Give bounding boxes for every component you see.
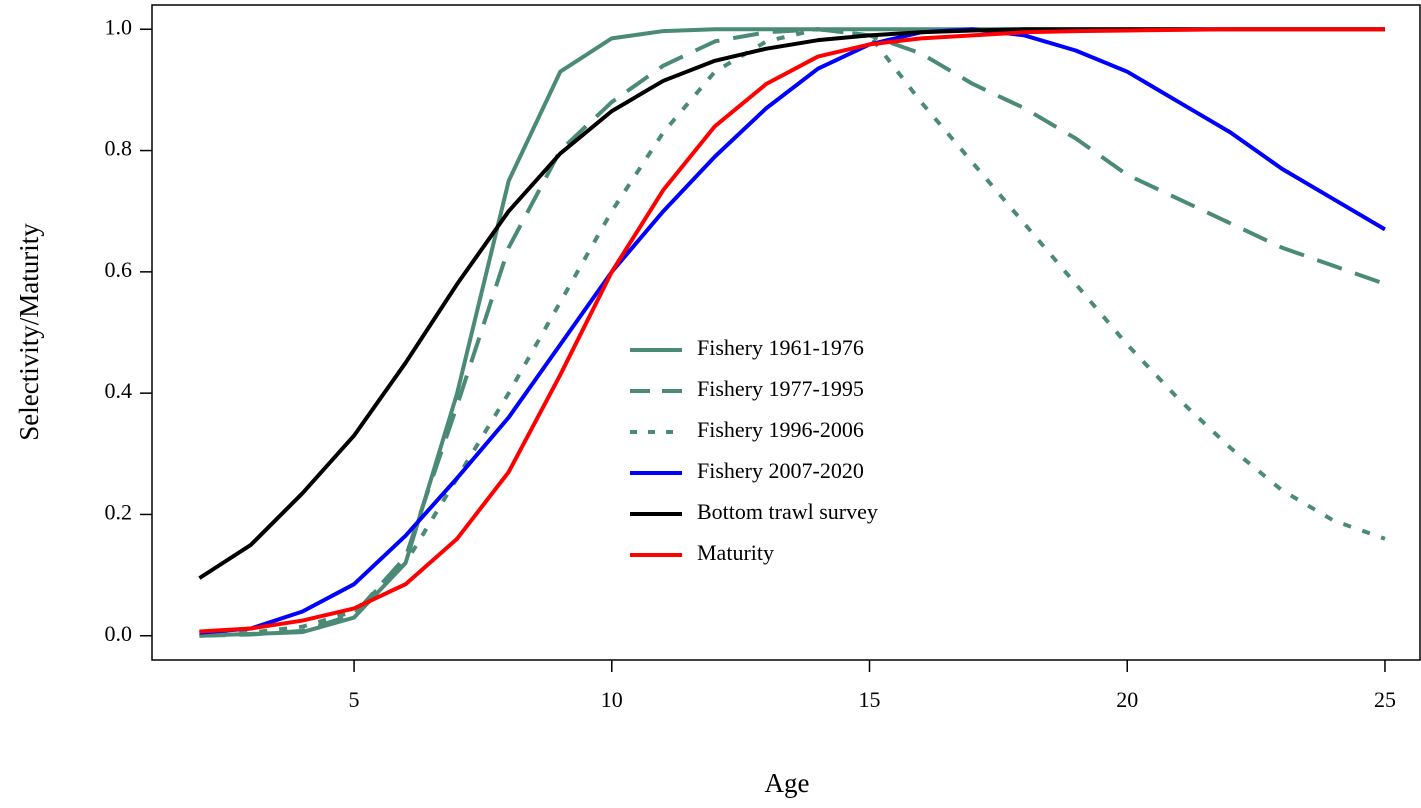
legend-label: Fishery 1961-1976 [697,335,864,360]
series-line [199,27,1386,638]
y-tick-label: 0.2 [105,499,133,524]
y-axis-label: Selectivity/Maturity [14,223,44,441]
x-tick-label: 15 [859,687,881,712]
legend-label: Fishery 2007-2020 [697,458,864,483]
series-line [199,27,1386,635]
x-tick-label: 5 [349,687,360,712]
y-tick-label: 1.0 [105,14,133,39]
plot-box [151,4,1421,661]
x-tick-label: 20 [1116,687,1138,712]
y-tick-label: 0.8 [105,136,133,161]
y-tick-label: 0.6 [105,257,133,282]
series-line [199,27,1385,634]
legend-label: Fishery 1977-1995 [697,376,864,401]
legend-label: Bottom trawl survey [697,499,878,524]
x-tick-label: 10 [601,687,623,712]
x-axis-label: Age [765,768,810,798]
series-line [198,27,1385,580]
y-tick-label: 0.0 [105,621,133,646]
series-line [199,27,1386,638]
legend-label: Fishery 1996-2006 [697,417,864,442]
legend-label: Maturity [697,540,774,565]
x-tick-label: 25 [1374,687,1396,712]
y-tick-label: 0.4 [105,378,133,403]
